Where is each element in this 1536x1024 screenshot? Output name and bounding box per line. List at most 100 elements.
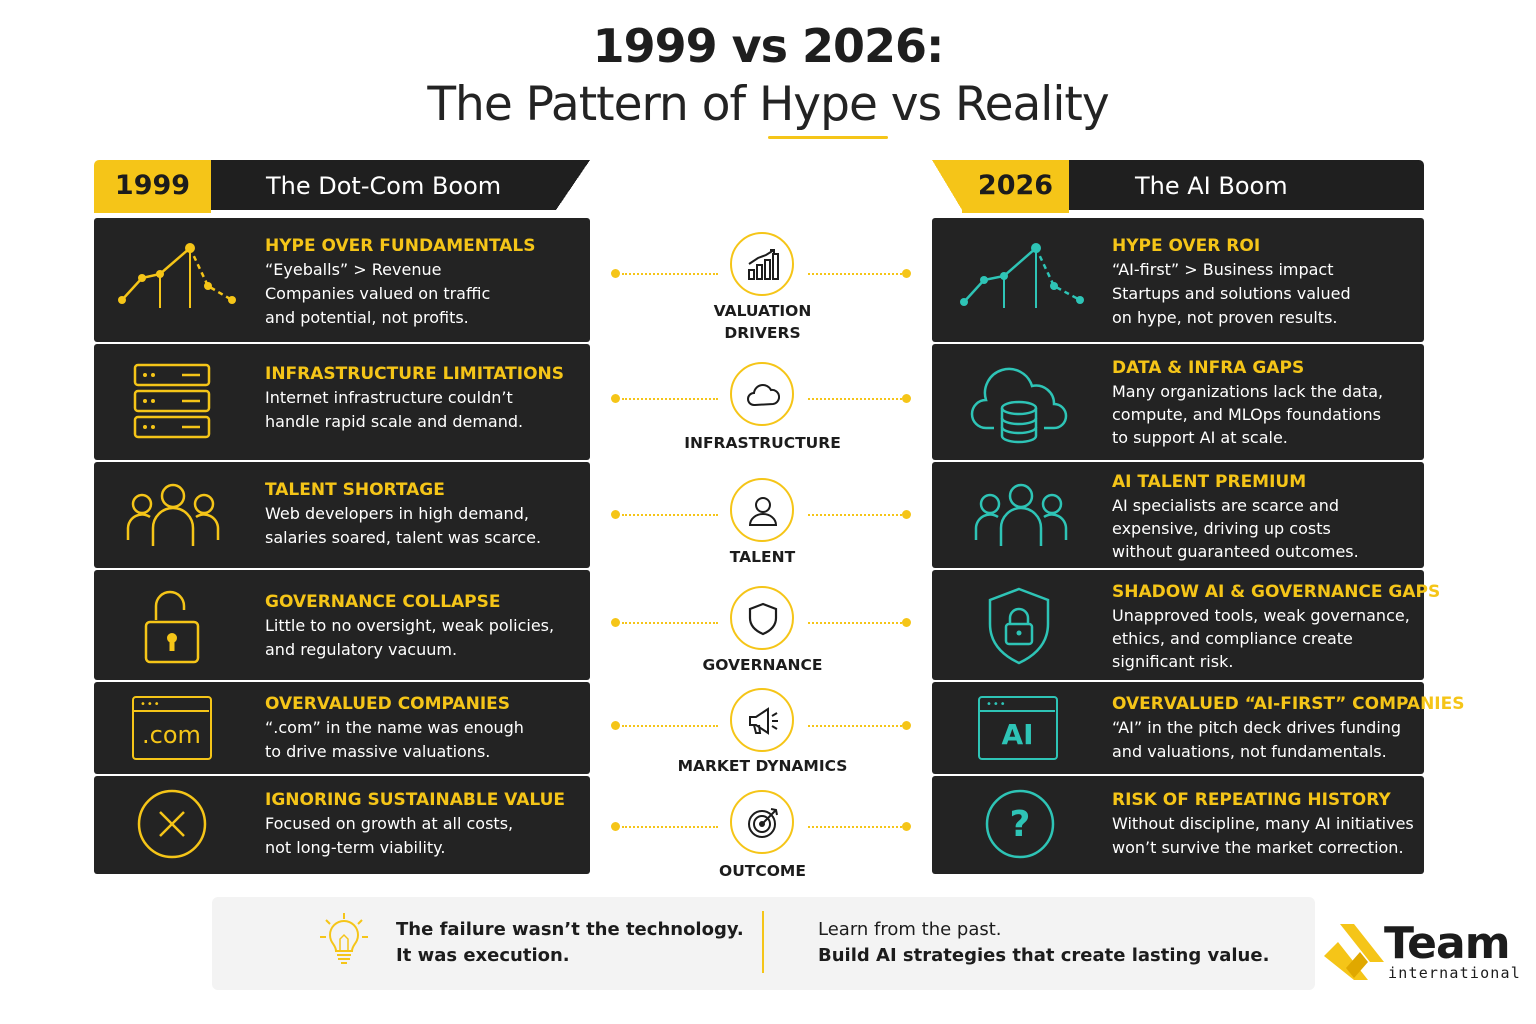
dotcom-label: .com: [142, 721, 201, 749]
left-row-talent: TALENT SHORTAGE Web developers in high d…: [94, 462, 590, 568]
label-line: DRIVERS: [724, 324, 801, 342]
right-row-data-infra-text: DATA & INFRA GAPS Many organizations lac…: [1112, 356, 1383, 449]
right-row-overvalued-ai-text: OVERVALUED “AI-FIRST” COMPANIES “AI” in …: [1112, 692, 1464, 764]
connector-dot-right: [902, 618, 911, 627]
right-row-talent-text: AI TALENT PREMIUM AI specialists are sca…: [1112, 470, 1359, 563]
connector-line-right: [808, 622, 902, 624]
row-line: to support AI at scale.: [1112, 428, 1288, 447]
connector-line-left: [622, 826, 718, 828]
title-underline: [768, 136, 888, 139]
row-line: Many organizations lack the data,: [1112, 382, 1384, 401]
connector-dot-left: [611, 510, 620, 519]
title-block: 1999 vs 2026: The Pattern of Hype vs Rea…: [0, 18, 1536, 136]
row-line: without guaranteed outcomes.: [1112, 542, 1359, 561]
row-line: not long-term viability.: [265, 838, 446, 857]
row-title: DATA & INFRA GAPS: [1112, 358, 1305, 378]
row-line: “AI-first” > Business impact: [1112, 260, 1334, 279]
row-line: Focused on growth at all costs,: [265, 814, 514, 833]
browser-dots: •••: [140, 699, 161, 710]
left-row-governance-text: GOVERNANCE COLLAPSE Little to no oversig…: [265, 590, 554, 662]
ai-browser-icon: ••• AI: [978, 696, 1058, 760]
connector-label-governance: GOVERNANCE: [702, 656, 823, 674]
row-line: Web developers in high demand,: [265, 504, 529, 523]
x-circle-icon: [137, 789, 207, 859]
left-row-governance: GOVERNANCE COLLAPSE Little to no oversig…: [94, 570, 590, 680]
shield-lock-icon: [988, 587, 1050, 665]
row-line: salaries soared, talent was scarce.: [265, 528, 542, 547]
bar-chart-icon: [730, 232, 794, 296]
row-line: and regulatory vacuum.: [265, 640, 458, 659]
cloud-icon: [730, 362, 794, 426]
browser-bar: [980, 710, 1055, 712]
row-line: handle rapid scale and demand.: [265, 412, 524, 431]
row-line: AI specialists are scarce and: [1112, 496, 1340, 515]
left-header-label: The Dot-Com Boom: [211, 160, 556, 210]
row-title: INFRASTRUCTURE LIMITATIONS: [265, 364, 565, 384]
connector-line-right: [808, 826, 902, 828]
right-header-accent: [962, 210, 1069, 213]
right-header: 2026 The AI Boom: [932, 160, 1424, 213]
row-line: expensive, driving up costs: [1112, 519, 1331, 538]
row-title: HYPE OVER FUNDAMENTALS: [265, 236, 536, 256]
connector-dot-right: [902, 394, 911, 403]
banner-left-line-2: It was execution.: [396, 945, 570, 966]
row-line: and potential, not profits.: [265, 308, 469, 327]
right-header-slant: [932, 160, 962, 210]
right-row-hype-text: HYPE OVER ROI “AI-first” > Business impa…: [1112, 234, 1351, 330]
row-line: “.com” in the name was enough: [265, 718, 524, 737]
left-row-sustainable-text: IGNORING SUSTAINABLE VALUE Focused on gr…: [265, 788, 565, 860]
server-rack-icon: [133, 363, 211, 439]
row-line: Internet infrastructure couldn’t: [265, 388, 513, 407]
row-title: GOVERNANCE COLLAPSE: [265, 592, 501, 612]
connector-label-infrastructure: INFRASTRUCTURE: [684, 434, 841, 452]
connector-line-right: [808, 398, 902, 400]
connector-infrastructure: INFRASTRUCTURE: [600, 362, 930, 452]
connector-dot-left: [611, 618, 620, 627]
banner-right-line-1: Learn from the past.: [818, 919, 1002, 940]
line-chart-icon: [960, 243, 1084, 308]
row-title: OVERVALUED “AI-FIRST” COMPANIES: [1112, 694, 1465, 714]
connector-line-right: [808, 273, 902, 275]
right-row-hype: HYPE OVER ROI “AI-first” > Business impa…: [932, 218, 1424, 342]
left-row-overvalued-text: OVERVALUED COMPANIES “.com” in the name …: [265, 692, 524, 764]
people-group-icon: [126, 483, 220, 546]
row-line: won’t survive the market correction.: [1112, 838, 1404, 857]
left-header: 1999 The Dot-Com Boom: [94, 160, 590, 213]
person-icon: [730, 478, 794, 542]
svg-text:?: ?: [1010, 804, 1031, 845]
row-title: TALENT SHORTAGE: [265, 480, 445, 500]
left-row-talent-text: TALENT SHORTAGE Web developers in high d…: [265, 478, 541, 550]
title-line-1: 1999 vs 2026:: [592, 19, 945, 73]
connector-line-right: [808, 514, 902, 516]
row-line: compute, and MLOps foundations: [1112, 405, 1381, 424]
banner-left-line-1: The failure wasn’t the technology.: [396, 919, 744, 940]
connector-dot-left: [611, 269, 620, 278]
connector-market: MARKET DYNAMICS: [600, 688, 930, 778]
question-circle-icon: ?: [985, 789, 1055, 859]
left-row-infra: INFRASTRUCTURE LIMITATIONS Internet infr…: [94, 344, 590, 460]
megaphone-icon: [730, 688, 794, 752]
right-header-label: The AI Boom: [1069, 160, 1424, 210]
banner-left-text: The failure wasn’t the technology. It wa…: [396, 917, 744, 969]
right-row-shadow-ai-text: SHADOW AI & GOVERNANCE GAPS Unapproved t…: [1112, 580, 1440, 673]
row-title: IGNORING SUSTAINABLE VALUE: [265, 790, 566, 810]
unlocked-padlock-icon: [144, 590, 200, 664]
connector-label-outcome: OUTCOME: [719, 862, 806, 880]
ai-label: AI: [1001, 718, 1034, 751]
row-line: Companies valued on traffic: [265, 284, 491, 303]
row-line: Startups and solutions valued: [1112, 284, 1351, 303]
bottom-banner: The failure wasn’t the technology. It wa…: [212, 897, 1315, 990]
connector-dot-left: [611, 721, 620, 730]
row-line: significant risk.: [1112, 652, 1234, 671]
connector-line-left: [622, 514, 718, 516]
logo-word: Team: [1384, 918, 1511, 969]
right-row-overvalued-ai: ••• AI OVERVALUED “AI-FIRST” COMPANIES “…: [932, 682, 1464, 774]
team-international-logo: Team international: [1322, 918, 1522, 988]
label-line: VALUATION: [713, 302, 812, 320]
row-line: and valuations, not fundamentals.: [1112, 742, 1387, 761]
line-chart-icon: [118, 243, 236, 308]
row-title: HYPE OVER ROI: [1112, 236, 1261, 256]
people-group-icon: [974, 483, 1068, 546]
logo-subtext: international: [1388, 964, 1521, 982]
left-row-overvalued: ••• .com OVERVALUED COMPANIES “.com” in …: [94, 682, 590, 774]
